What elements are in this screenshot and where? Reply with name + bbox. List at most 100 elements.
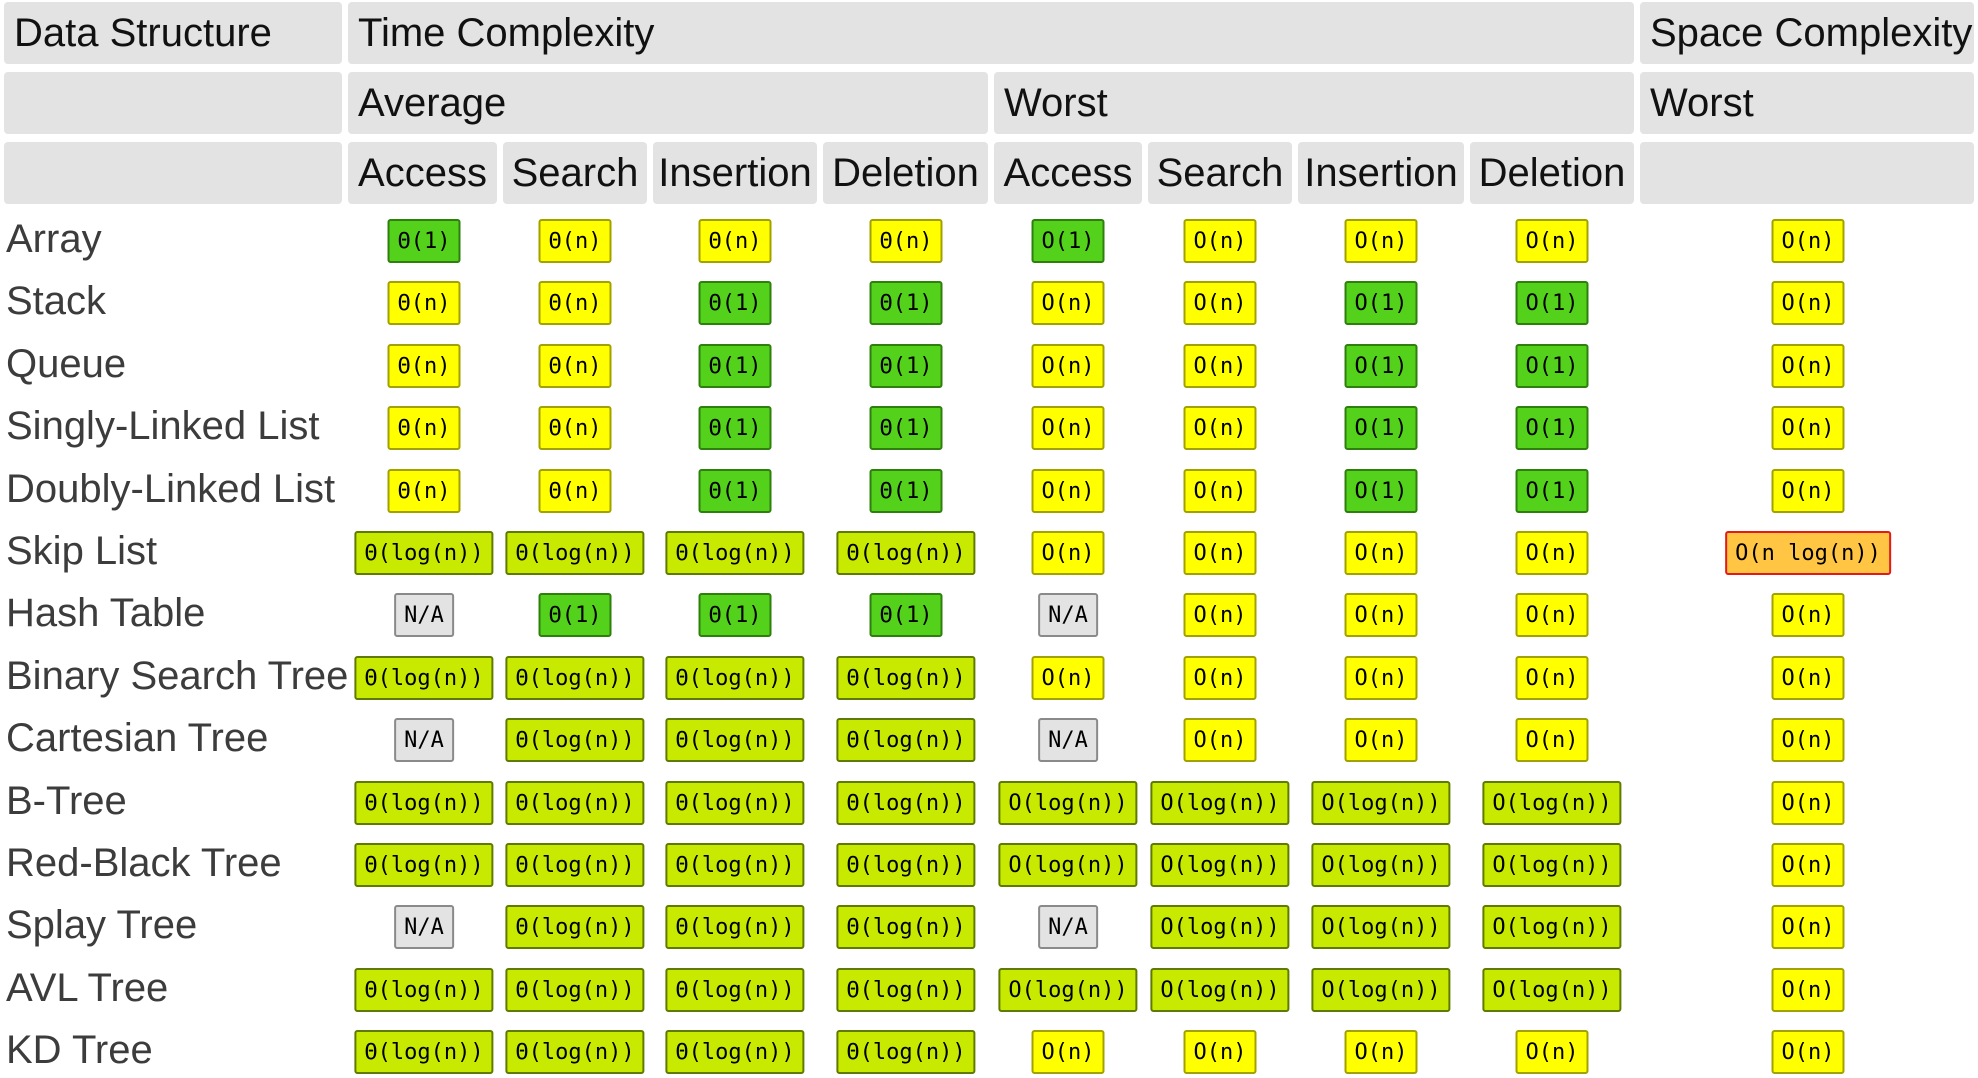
complexity-badge: O(1) (1515, 281, 1589, 326)
complexity-badge: O(n) (1031, 1030, 1105, 1075)
complexity-badge: O(n) (1031, 655, 1105, 700)
column-header-avg-deletion: Deletion (823, 142, 988, 204)
complexity-badge: Θ(log(n)) (836, 967, 976, 1012)
complexity-badge: Θ(1) (869, 593, 943, 638)
complexity-badge: N/A (394, 905, 454, 950)
header-blank-2 (4, 72, 342, 134)
complexity-badge: O(1) (1031, 219, 1105, 263)
complexity-badge: Θ(log(n)) (354, 967, 494, 1012)
complexity-badge: Θ(log(n)) (354, 780, 494, 825)
complexity-badge: O(n) (1771, 780, 1845, 825)
complexity-badge: Θ(1) (869, 468, 943, 513)
complexity-badge: O(n) (1344, 219, 1418, 263)
complexity-badge: Θ(log(n)) (836, 1030, 976, 1075)
complexity-badge: O(log(n)) (1150, 780, 1290, 825)
column-header-worst-search: Search (1148, 142, 1292, 204)
complexity-badge: O(n) (1183, 655, 1257, 700)
column-header-avg-insertion: Insertion (653, 142, 817, 204)
header-time-complexity: Time Complexity (348, 2, 1634, 64)
complexity-badge: O(n) (1183, 468, 1257, 513)
complexity-badge: Θ(log(n)) (665, 967, 805, 1012)
complexity-badge: O(n) (1183, 406, 1257, 451)
complexity-badge: Θ(log(n)) (505, 1030, 645, 1075)
complexity-badge: O(n) (1344, 718, 1418, 763)
complexity-badge: Θ(log(n)) (836, 655, 976, 700)
complexity-badge: O(n) (1771, 593, 1845, 638)
complexity-badge: N/A (394, 718, 454, 763)
complexity-badge: O(n) (1183, 281, 1257, 326)
complexity-badge: O(1) (1344, 343, 1418, 388)
row-label: Stack (6, 279, 107, 324)
complexity-badge: O(n) (1344, 531, 1418, 575)
complexity-badge: O(n) (1771, 219, 1845, 263)
complexity-badge: O(n) (1771, 343, 1845, 388)
row-label: Red-Black Tree (6, 841, 282, 885)
complexity-badge: O(log(n)) (1150, 843, 1290, 887)
header-blank-space (1640, 142, 1974, 204)
complexity-badge: O(n) (1771, 843, 1845, 887)
complexity-badge: Θ(log(n)) (665, 905, 805, 950)
complexity-badge: Θ(n) (698, 219, 772, 263)
complexity-badge: Θ(log(n)) (836, 780, 976, 825)
complexity-badge: N/A (394, 593, 454, 638)
row-label: Hash Table (6, 591, 206, 636)
column-header-avg-search: Search (503, 142, 647, 204)
complexity-badge: O(log(n)) (1482, 780, 1622, 825)
complexity-badge: O(n) (1031, 281, 1105, 326)
complexity-badge: O(1) (1344, 406, 1418, 451)
complexity-badge: O(log(n)) (1482, 843, 1622, 887)
complexity-badge: O(n) (1183, 343, 1257, 388)
row-label: Singly-Linked List (6, 404, 320, 449)
header-worst-space: Worst (1640, 72, 1974, 134)
complexity-badge: Θ(log(n)) (836, 531, 976, 575)
complexity-badge: Θ(n) (387, 406, 461, 451)
complexity-badge: Θ(log(n)) (354, 843, 494, 887)
column-header-worst-access: Access (994, 142, 1142, 204)
complexity-badge: O(n) (1515, 531, 1589, 575)
complexity-badge: O(n) (1031, 406, 1105, 451)
row-label: Binary Search Tree (6, 653, 349, 698)
complexity-badge: O(1) (1344, 281, 1418, 326)
complexity-badge: O(n) (1771, 406, 1845, 451)
complexity-badge: Θ(log(n)) (665, 655, 805, 700)
complexity-badge: O(n) (1344, 655, 1418, 700)
header-worst-time: Worst (994, 72, 1634, 134)
complexity-badge: O(n) (1183, 718, 1257, 763)
complexity-badge: O(n) (1515, 219, 1589, 263)
complexity-badge: Θ(log(n)) (505, 531, 645, 575)
complexity-badge: Θ(log(n)) (836, 905, 976, 950)
complexity-badge: O(1) (1515, 343, 1589, 388)
complexity-badge: Θ(n) (538, 406, 612, 451)
complexity-badge: Θ(1) (869, 281, 943, 326)
complexity-badge: Θ(n) (538, 343, 612, 388)
complexity-badge: N/A (1038, 905, 1098, 950)
complexity-badge: Θ(1) (698, 593, 772, 638)
complexity-badge: Θ(n) (538, 468, 612, 513)
complexity-badge: O(n) (1183, 1030, 1257, 1075)
complexity-badge: O(1) (1515, 406, 1589, 451)
complexity-badge: O(n) (1771, 468, 1845, 513)
complexity-badge: O(n) (1344, 593, 1418, 638)
complexity-badge: O(log(n)) (998, 967, 1138, 1012)
complexity-badge: O(n) (1031, 343, 1105, 388)
complexity-badge: O(log(n)) (1311, 967, 1451, 1012)
complexity-badge: O(n) (1183, 531, 1257, 575)
row-label: Array (6, 217, 102, 261)
complexity-badge: Θ(log(n)) (665, 531, 805, 575)
complexity-badge: Θ(log(n)) (505, 655, 645, 700)
complexity-badge: O(n) (1771, 1030, 1845, 1075)
complexity-badge: O(n) (1771, 281, 1845, 326)
complexity-badge: Θ(1) (538, 593, 612, 638)
complexity-badge: Θ(log(n)) (505, 718, 645, 763)
complexity-badge: O(n) (1344, 1030, 1418, 1075)
complexity-badge: O(log(n)) (1150, 905, 1290, 950)
complexity-badge: O(log(n)) (998, 843, 1138, 887)
column-header-worst-deletion: Deletion (1470, 142, 1634, 204)
complexity-badge: Θ(n) (387, 468, 461, 513)
complexity-badge: Θ(n) (869, 219, 943, 263)
complexity-badge: Θ(n) (387, 343, 461, 388)
complexity-badge: O(1) (1515, 468, 1589, 513)
complexity-badge: O(n) (1771, 905, 1845, 950)
complexity-badge: O(log(n)) (1311, 843, 1451, 887)
